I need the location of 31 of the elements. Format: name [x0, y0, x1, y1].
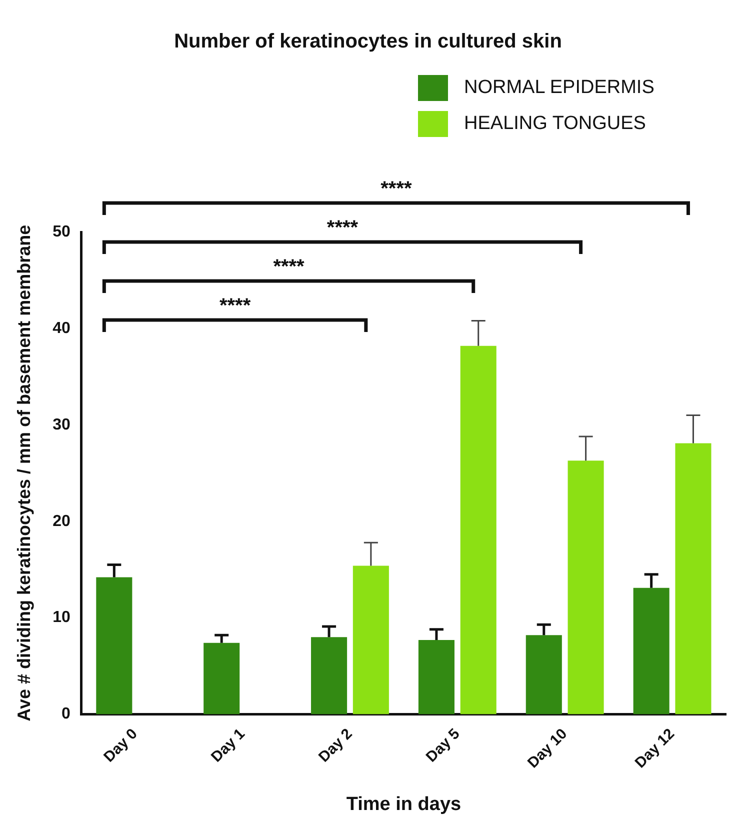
y-axis-title: Ave # dividing keratinocytes / mm of basement membrane [14, 224, 34, 722]
annotation: **** [273, 256, 305, 278]
x-axis-title: Time in days [346, 794, 462, 815]
x-tick-label: Day 5 [422, 725, 464, 766]
text: **** [380, 178, 412, 200]
bar [460, 346, 496, 714]
x-tick-label: Day 2 [315, 725, 356, 766]
bar [675, 443, 712, 714]
bar [96, 577, 132, 714]
bar [568, 460, 604, 714]
y-tick-label: 20 [52, 512, 70, 530]
bar [526, 635, 562, 714]
legend-label: HEALING TONGUES [464, 113, 646, 135]
x-tick-label: Day 1 [208, 725, 248, 766]
bar [418, 640, 454, 714]
y-tick-label: 40 [52, 320, 70, 337]
x-tick-label: Day 12 [632, 725, 678, 772]
y-tick-label: 50 [52, 223, 70, 240]
y-tick-label: 30 [52, 416, 70, 434]
annotation: **** [326, 217, 358, 239]
chart-title: Number of keratinocytes in cultured skin [174, 30, 562, 53]
bar [204, 642, 240, 714]
x-tick-label: Day 0 [100, 725, 141, 766]
bar [352, 566, 389, 714]
bar [633, 588, 670, 714]
x-tick-label: Day 10 [524, 725, 571, 772]
bar [311, 637, 348, 714]
y-tick-label: 10 [52, 609, 70, 626]
y-tick-label: 0 [61, 706, 70, 723]
annotation: **** [219, 295, 251, 317]
legend-label: NORMAL EPIDERMIS [464, 77, 654, 99]
